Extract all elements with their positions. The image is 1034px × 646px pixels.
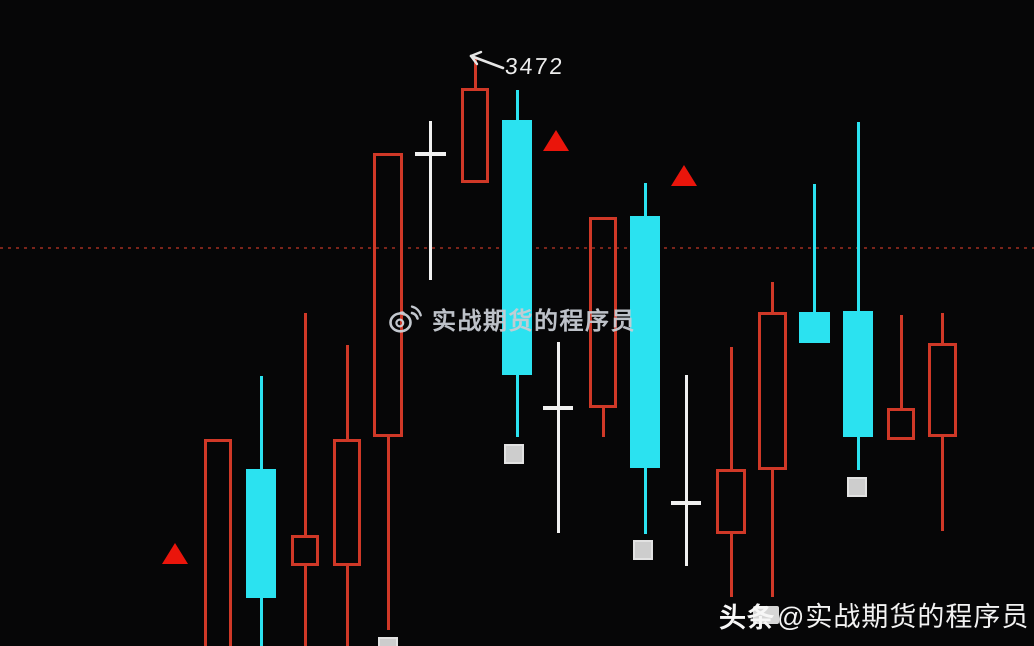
candle-down-solid: [630, 216, 660, 468]
candle-down-solid: [798, 312, 830, 343]
upper-wick: [515, 90, 519, 122]
watermark: 实战期货的程序员: [386, 300, 636, 337]
upper-wick: [259, 376, 263, 471]
lower-wick: [729, 532, 733, 597]
candle-up-hollow: [291, 535, 319, 566]
upper-wick: [643, 183, 647, 218]
doji-vertical-line: [428, 121, 432, 280]
candle-up-hollow: [373, 153, 403, 437]
lower-wick: [345, 564, 349, 646]
lower-wick: [856, 435, 860, 470]
lower-wick: [515, 373, 519, 437]
candle-up-hollow: [757, 312, 787, 470]
lower-wick: [643, 466, 647, 534]
watermark-text: 实战期货的程序员: [432, 308, 636, 335]
credit-handle-label: @实战期货的程序员: [777, 602, 1030, 632]
upper-wick: [899, 315, 903, 410]
lower-wick: [940, 435, 944, 531]
candle-down-solid: [246, 469, 276, 598]
doji-horizontal-bar: [414, 152, 446, 156]
doji-horizontal-bar: [671, 501, 701, 505]
price-annotation: 3472: [504, 53, 566, 79]
candle-up-hollow: [461, 88, 489, 183]
square-marker: [504, 444, 524, 464]
credit-gray-box: [753, 606, 779, 624]
lower-wick: [303, 564, 307, 646]
candle-up-hollow: [887, 408, 915, 440]
doji-vertical-line: [684, 375, 688, 566]
upper-wick: [812, 184, 816, 314]
upper-wick: [473, 57, 477, 90]
buy-triangle-marker: [162, 543, 188, 564]
lower-wick: [601, 406, 605, 437]
upper-wick: [770, 282, 774, 314]
lower-wick: [386, 435, 390, 630]
doji-horizontal-bar: [543, 406, 573, 410]
square-marker: [378, 637, 398, 646]
upper-wick: [729, 347, 733, 471]
candle-down-solid: [502, 120, 532, 375]
square-marker: [847, 477, 867, 497]
candle-down-solid: [843, 311, 873, 437]
upper-wick: [303, 313, 307, 537]
toutiao-brand-label: 头条: [719, 603, 775, 633]
candle-up-hollow: [927, 343, 957, 437]
lower-wick: [259, 596, 263, 646]
buy-triangle-marker: [543, 130, 569, 151]
candle-up-hollow: [589, 217, 617, 408]
upper-wick: [856, 122, 860, 313]
doji-vertical-line: [556, 342, 560, 533]
candle-up-hollow: [333, 439, 361, 566]
buy-triangle-marker: [671, 165, 697, 186]
lower-wick: [770, 468, 774, 597]
annotation-arrow: [469, 50, 505, 70]
weibo-icon: [389, 305, 422, 333]
upper-wick: [345, 345, 349, 441]
square-marker: [633, 540, 653, 560]
candle-up-hollow: [204, 439, 232, 646]
upper-wick: [940, 313, 944, 345]
candle-up-hollow: [716, 469, 746, 534]
